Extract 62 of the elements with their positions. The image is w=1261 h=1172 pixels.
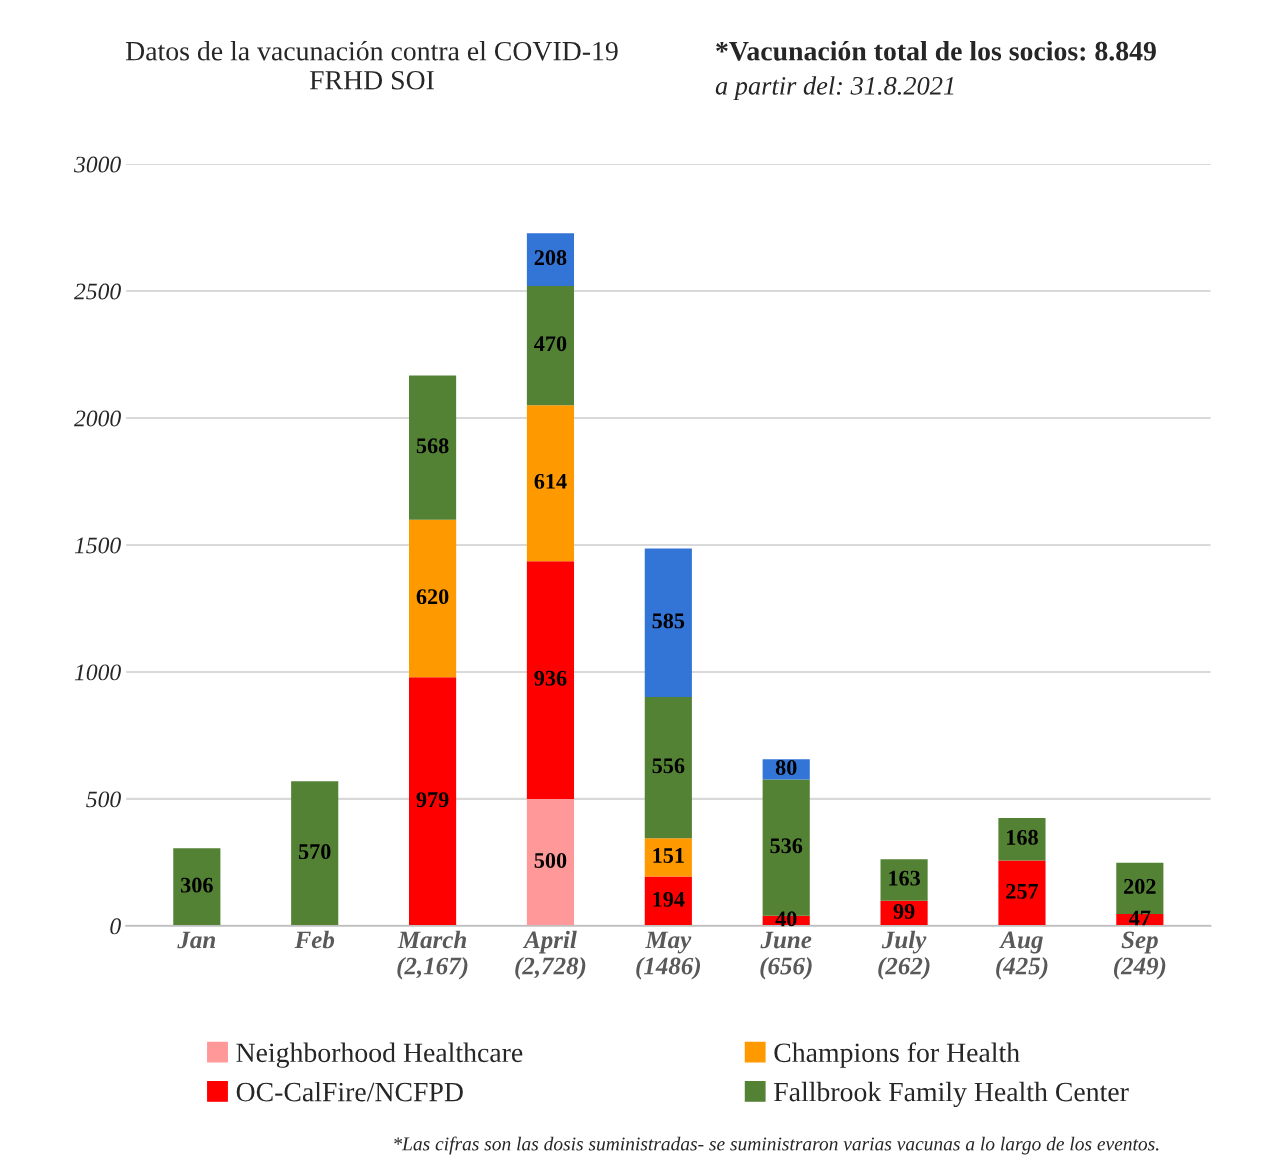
data-label: 208 [534, 250, 567, 266]
data-label: 536 [770, 838, 803, 854]
x-tick-label: Jan [177, 931, 216, 949]
data-label: 151 [653, 848, 684, 864]
bar [526, 798, 575, 926]
data-label: 979 [416, 792, 449, 808]
data-label: 194 [653, 891, 685, 907]
data-label: 202 [1124, 878, 1156, 894]
data-label: 570 [298, 844, 331, 860]
y-tick-label: 1500 [74, 537, 121, 554]
data-label: 500 [534, 852, 567, 868]
chart-subtitle: *Vacunación total de los socios: 8.849 [716, 40, 1156, 61]
y-tick-label: 2000 [74, 410, 121, 427]
x-tick-label: May (1486) [636, 931, 701, 980]
legend-label: OC-CalFire/NCFPD [236, 1081, 463, 1102]
legend-label: Neighborhood Healthcare [236, 1042, 523, 1068]
y-tick-label: 500 [86, 791, 121, 808]
data-label: 168 [1007, 829, 1038, 845]
bar [644, 697, 692, 839]
legend-label: Champions for Health [774, 1042, 1020, 1068]
bar [644, 838, 692, 877]
y-tick-label: 0 [110, 918, 121, 935]
data-label: 585 [652, 613, 685, 629]
data-label: 163 [889, 870, 920, 886]
legend-label: Fallbrook Family Health Center [774, 1081, 1129, 1108]
x-tick-label: June (656) [760, 931, 812, 980]
data-label: 257 [1006, 883, 1039, 899]
x-tick-label: July (262) [878, 930, 930, 980]
text: *Las cifras son las dosis suministradas- se suministraron varias vacunas a lo largo de los eventos. [394, 1136, 1159, 1155]
y-tick-label: 2500 [74, 283, 121, 300]
data-label: 556 [652, 758, 685, 774]
bar [409, 677, 457, 926]
x-tick-label: Feb [294, 930, 335, 949]
bar [998, 817, 1046, 861]
data-label: 47 [1129, 910, 1151, 926]
bar [291, 781, 339, 926]
bar [644, 548, 692, 698]
text: a partir del: 31.8.2021 [715, 76, 954, 101]
y-tick-label: 3000 [73, 156, 121, 173]
bar [526, 405, 575, 562]
bar [409, 519, 457, 678]
bar [409, 375, 457, 520]
bar [526, 285, 575, 406]
x-tick-label: April (2,728) [515, 930, 586, 980]
data-label: 306 [181, 877, 213, 893]
bar [880, 859, 928, 901]
data-label: 80 [775, 760, 797, 776]
bar [173, 848, 221, 926]
data-label: 568 [416, 438, 449, 454]
data-label: 99 [893, 903, 915, 919]
x-tick-label: Sep (249) [1113, 931, 1166, 980]
x-tick-label: March (2,167) [397, 930, 468, 980]
bar [526, 233, 575, 286]
data-label: 614 [534, 473, 567, 489]
x-tick-label: Aug (425) [996, 931, 1048, 980]
data-label: 620 [416, 589, 449, 605]
data-label: 470 [534, 336, 567, 352]
data-label: 936 [534, 670, 567, 686]
bar [526, 561, 575, 799]
chart-title: Datos de la vacunación contra el COVID-19 FRHD SOI [125, 40, 618, 90]
y-tick-label: 1000 [74, 664, 121, 681]
bar [998, 860, 1046, 926]
